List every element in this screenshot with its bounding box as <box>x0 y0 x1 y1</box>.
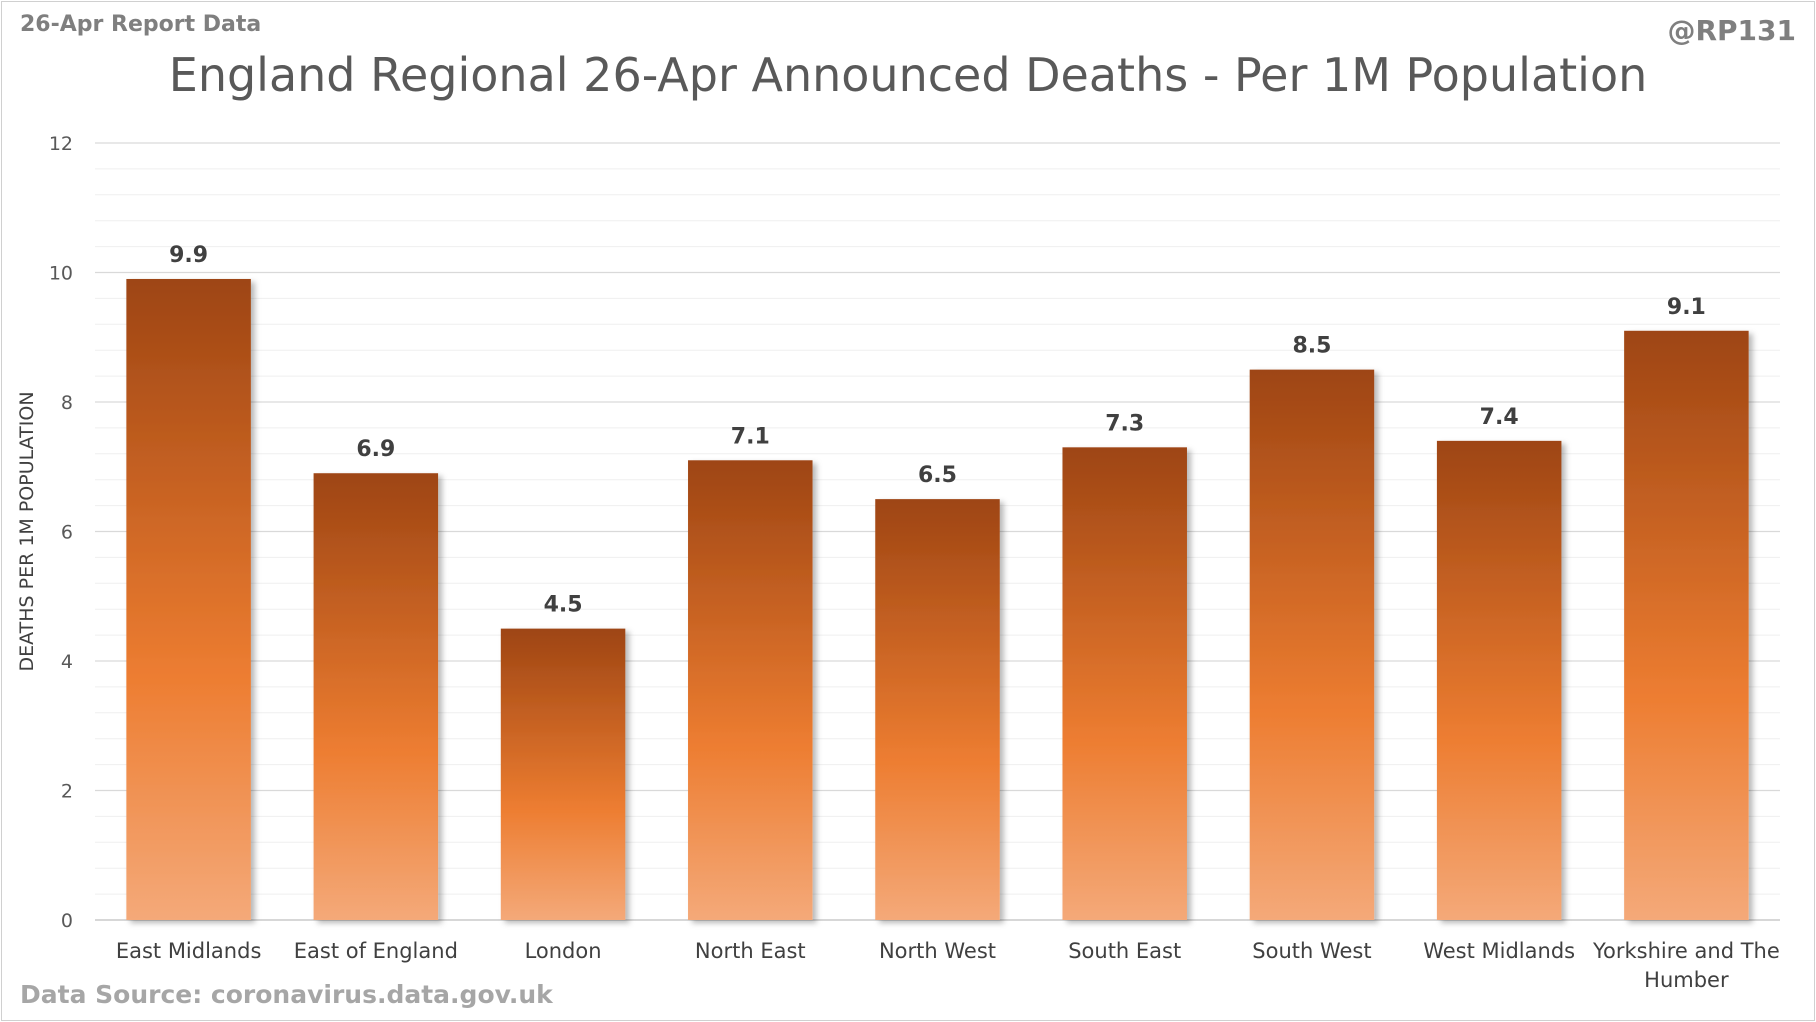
data-label: 6.9 <box>356 437 395 462</box>
y-tick-label: 2 <box>61 781 73 803</box>
value-labels: 9.9 6.9 4.5 7.1 6.5 7.3 8.5 7.4 9.1 <box>169 243 1706 618</box>
category-label: North West <box>879 939 996 963</box>
category-label: North East <box>695 939 806 963</box>
data-label: 9.1 <box>1667 295 1706 320</box>
category-label-line: London <box>525 939 602 963</box>
category-label: East of England <box>294 939 458 963</box>
category-label: South West <box>1252 939 1371 963</box>
y-tick-label: 12 <box>49 133 73 155</box>
category-label-line: East Midlands <box>116 939 262 963</box>
bar <box>875 499 1000 920</box>
category-label-line: Humber <box>1644 968 1729 992</box>
category-label-line: West Midlands <box>1423 939 1575 963</box>
data-label: 4.5 <box>544 593 583 618</box>
data-label: 7.3 <box>1105 411 1144 436</box>
category-label-line: North East <box>695 939 806 963</box>
author-handle: @RP131 <box>1667 14 1796 47</box>
bar <box>313 473 439 920</box>
data-source-note: Data Source: coronavirus.data.gov.uk <box>20 980 553 1009</box>
category-label: London <box>525 939 602 963</box>
bar <box>1249 369 1375 920</box>
category-label-line: North West <box>879 939 996 963</box>
bars <box>126 278 1749 921</box>
category-label: West Midlands <box>1423 939 1575 963</box>
y-tick-label: 6 <box>61 522 73 544</box>
bar <box>1436 440 1562 920</box>
bar <box>1624 330 1749 920</box>
data-label: 7.4 <box>1480 405 1519 430</box>
report-date-label: 26-Apr Report Data <box>20 12 262 37</box>
y-tick-label: 10 <box>49 263 73 285</box>
y-tick-label: 4 <box>61 651 73 673</box>
data-label: 6.5 <box>918 463 957 488</box>
category-label-line: South West <box>1252 939 1371 963</box>
data-label: 9.9 <box>169 243 208 268</box>
category-label-line: Yorkshire and The <box>1592 939 1780 963</box>
bar <box>1062 447 1187 920</box>
data-label: 8.5 <box>1292 334 1331 359</box>
y-axis-label: DEATHS PER 1M POPULATION <box>16 391 38 671</box>
category-label: Yorkshire and The Humber <box>1592 939 1780 992</box>
category-label: South East <box>1068 939 1181 963</box>
data-label: 7.1 <box>731 424 770 449</box>
category-labels: East Midlands East of England London North … <box>116 939 1780 992</box>
bar <box>688 460 813 920</box>
y-tick-label: 8 <box>61 392 73 414</box>
y-axis-ticks: 0 2 4 6 8 10 12 <box>49 133 73 932</box>
category-label-line: South East <box>1068 939 1181 963</box>
chart-title: England Regional 26-Apr Announced Deaths… <box>168 48 1648 102</box>
y-tick-label: 0 <box>61 910 73 932</box>
bar <box>126 278 251 921</box>
bar <box>500 628 626 920</box>
category-label-line: East of England <box>294 939 458 963</box>
category-label: East Midlands <box>116 939 262 963</box>
